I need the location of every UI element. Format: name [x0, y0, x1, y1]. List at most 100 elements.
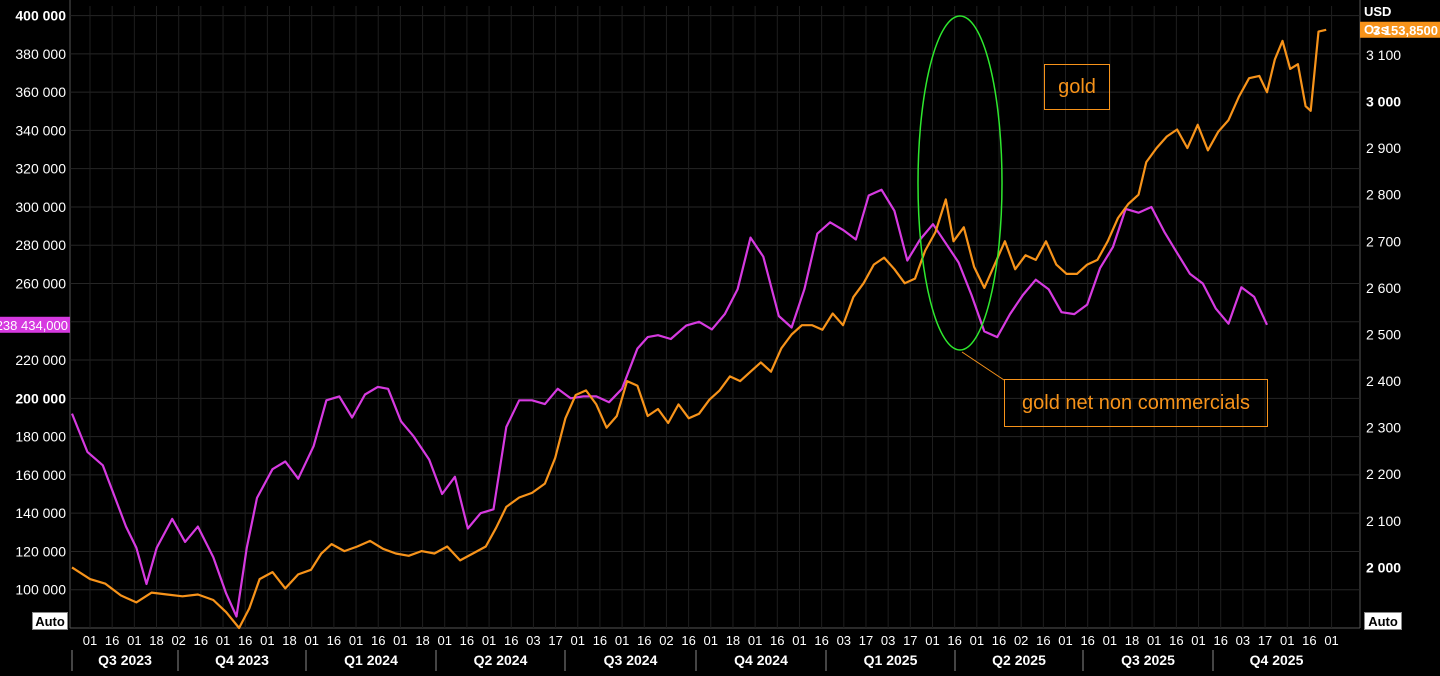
left-tick-label: 320 000	[15, 161, 66, 177]
left-tick-label: 260 000	[15, 276, 66, 292]
x-day-tick-label: 16	[1169, 633, 1183, 648]
right-tick-label: 2 500	[1366, 326, 1401, 342]
x-day-tick-label: 01	[304, 633, 318, 648]
x-day-tick-label: 01	[1324, 633, 1338, 648]
x-day-tick-label: 01	[83, 633, 97, 648]
grid-layer	[69, 0, 1361, 629]
x-day-tick-label: 16	[1036, 633, 1050, 648]
x-day-tick-label: 16	[681, 633, 695, 648]
x-day-tick-label: 17	[548, 633, 562, 648]
x-day-tick-label: 16	[992, 633, 1006, 648]
x-day-tick-label: 01	[216, 633, 230, 648]
x-day-tick-label: 16	[1080, 633, 1094, 648]
x-day-tick-label: 18	[726, 633, 740, 648]
x-quarter-label: Q3 2024	[604, 652, 658, 668]
right-tick-label: 2 300	[1366, 420, 1401, 436]
series-line-net-non-commercials	[70, 188, 1268, 618]
x-day-tick-label: 01	[970, 633, 984, 648]
x-quarter-label: Q1 2024	[344, 652, 398, 668]
x-day-tick-label: 18	[1125, 633, 1139, 648]
net-last-value-tag	[0, 316, 70, 333]
x-quarter-label: Q4 2023	[215, 652, 269, 668]
x-day-tick-label: 01	[127, 633, 141, 648]
x-day-tick-label: 16	[814, 633, 828, 648]
x-day-tick-label: 01	[260, 633, 274, 648]
x-day-tick-label: 01	[748, 633, 762, 648]
x-day-tick-label: 16	[238, 633, 252, 648]
x-axis: 01 16 01 18 02 16 01 16 01 18 01 16 01 16 01 18 01 16 01 16…	[71, 633, 1339, 671]
left-tick-label: 380 000	[15, 46, 66, 62]
x-day-tick-label: 01	[1280, 633, 1294, 648]
annotation-gold-box: gold	[1044, 64, 1110, 110]
x-day-tick-label: 16	[105, 633, 119, 648]
left-tick-label: 220 000	[15, 352, 66, 368]
x-day-tick-label: 18	[149, 633, 163, 648]
gold-last-value-tag	[1360, 21, 1440, 38]
series-layer	[70, 28, 1327, 630]
x-quarter-label: Q2 2024	[474, 652, 528, 668]
x-day-tick-label: 16	[1302, 633, 1316, 648]
x-day-tick-label: 01	[437, 633, 451, 648]
left-tick-label: 360 000	[15, 84, 66, 100]
annotation-gold-label: gold	[1058, 75, 1096, 98]
left-auto-scale-button[interactable]: Auto	[32, 612, 68, 630]
left-auto-label: Auto	[35, 614, 65, 629]
left-tick-label: 400 000	[15, 8, 66, 24]
x-quarter-label: Q3 2025	[1121, 652, 1175, 668]
x-day-tick-label: 16	[637, 633, 651, 648]
x-day-tick-label: 01	[482, 633, 496, 648]
annotation-net-label: gold net non commercials	[1022, 391, 1250, 414]
x-day-tick-label: 17	[903, 633, 917, 648]
x-day-tick-label: 01	[1147, 633, 1161, 648]
right-auto-scale-button[interactable]: Auto	[1364, 612, 1402, 630]
x-day-tick-label: 01	[1103, 633, 1117, 648]
x-day-tick-label: 02	[1014, 633, 1028, 648]
x-day-tick-label: 02	[659, 633, 673, 648]
right-axis: 3 100 3 000 2 900 2 800 2 700 2 600 2 500 2 400…	[1360, 21, 1440, 575]
left-tick-label: 200 000	[15, 390, 66, 406]
right-tick-label: 3 000	[1366, 94, 1401, 110]
gold-last-value-label: 3 153,8500	[1373, 23, 1438, 38]
x-day-tick-label: 16	[504, 633, 518, 648]
left-tick-label: 140 000	[15, 505, 66, 521]
x-day-tick-label: 17	[1258, 633, 1272, 648]
left-tick-label: 100 000	[15, 582, 66, 598]
x-day-tick-label: 16	[947, 633, 961, 648]
x-quarter-label: Q2 2025	[992, 652, 1046, 668]
series-line-gold	[71, 28, 1327, 630]
right-tick-label: 2 600	[1366, 280, 1401, 296]
left-tick-label: 120 000	[15, 543, 66, 559]
x-day-tick-label: 03	[881, 633, 895, 648]
x-day-tick-label: 17	[859, 633, 873, 648]
left-tick-label: 340 000	[15, 122, 66, 138]
right-tick-label: 2 200	[1366, 466, 1401, 482]
right-tick-label: 2 800	[1366, 187, 1401, 203]
x-quarter-label: Q4 2024	[734, 652, 788, 668]
x-day-tick-label: 03	[1236, 633, 1250, 648]
x-day-tick-label: 16	[371, 633, 385, 648]
right-tick-label: 2 700	[1366, 233, 1401, 249]
x-day-tick-label: 03	[837, 633, 851, 648]
x-quarter-label: Q4 2025	[1250, 652, 1304, 668]
x-day-tick-label: 01	[615, 633, 629, 648]
left-tick-label: 160 000	[15, 467, 66, 483]
x-day-tick-label: 18	[282, 633, 296, 648]
net-last-value-label: 238 434,000	[0, 318, 68, 333]
annotation-leader-line	[961, 351, 1005, 381]
left-tick-label: 280 000	[15, 237, 66, 253]
x-quarter-label: Q1 2025	[864, 652, 918, 668]
x-day-tick-label: 01	[704, 633, 718, 648]
x-day-tick-label: 01	[1058, 633, 1072, 648]
annotation-net-box: gold net non commercials	[1004, 379, 1268, 427]
right-tick-label: 2 900	[1366, 140, 1401, 156]
right-unit-usd: USD	[1364, 4, 1391, 19]
x-day-tick-label: 02	[171, 633, 185, 648]
right-tick-label: 2 400	[1366, 373, 1401, 389]
x-day-tick-label: 16	[460, 633, 474, 648]
right-tick-label: 3 100	[1366, 47, 1401, 63]
x-day-tick-label: 18	[415, 633, 429, 648]
right-auto-label: Auto	[1368, 614, 1398, 629]
